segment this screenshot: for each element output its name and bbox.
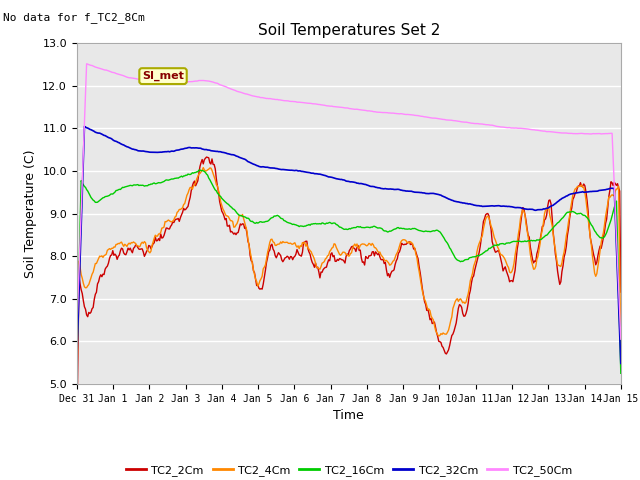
Legend: TC2_2Cm, TC2_4Cm, TC2_16Cm, TC2_32Cm, TC2_50Cm: TC2_2Cm, TC2_4Cm, TC2_16Cm, TC2_32Cm, TC…: [122, 461, 576, 480]
Y-axis label: Soil Temperature (C): Soil Temperature (C): [24, 149, 36, 278]
Text: No data for f_TC2_8Cm: No data for f_TC2_8Cm: [3, 12, 145, 23]
Title: Soil Temperatures Set 2: Soil Temperatures Set 2: [258, 23, 440, 38]
Text: SI_met: SI_met: [142, 71, 184, 81]
X-axis label: Time: Time: [333, 409, 364, 422]
